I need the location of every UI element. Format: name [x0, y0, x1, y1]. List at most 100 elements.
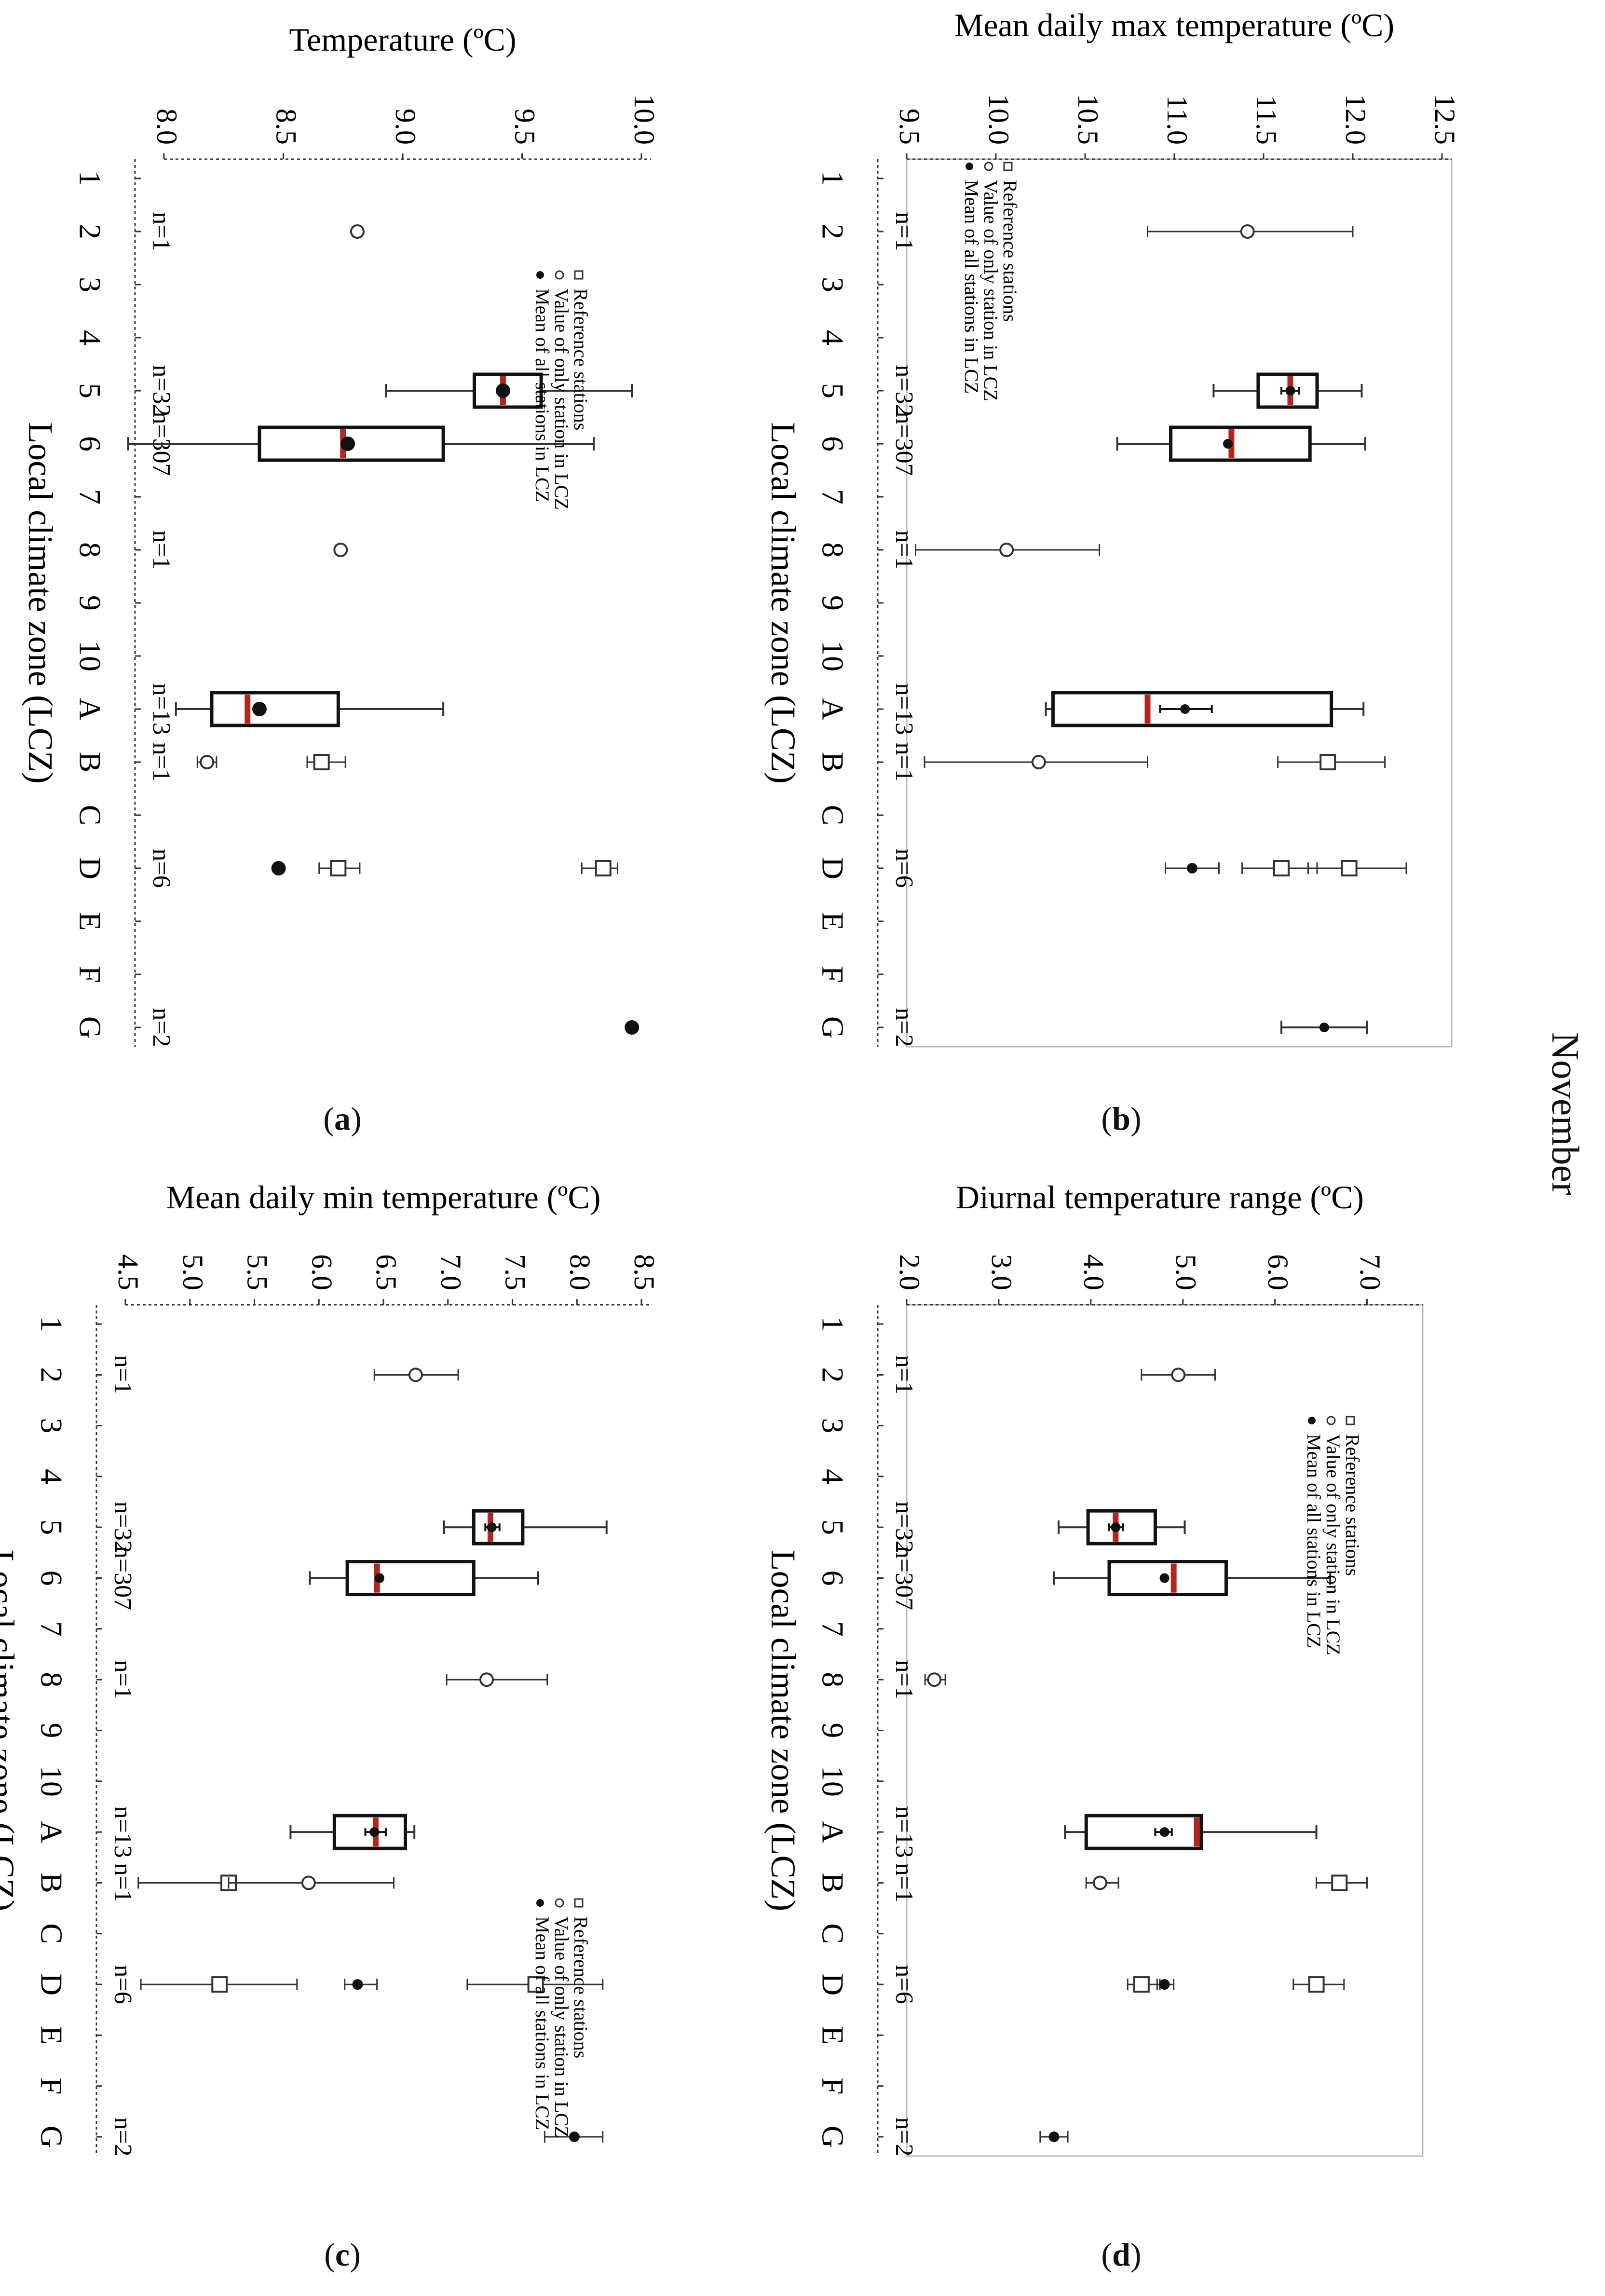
single-station-marker [200, 755, 215, 769]
category-tick-label: B [816, 752, 850, 773]
category-tick-label: 4 [73, 330, 107, 345]
legend-label: Value of only station in LCZ [1322, 1434, 1344, 1655]
legend-mean-icon [536, 1899, 544, 1907]
count-label: n=13 [148, 683, 175, 735]
count-label: n=13 [109, 1806, 136, 1858]
mean-marker [271, 861, 286, 875]
legend-mean-icon [536, 271, 544, 279]
category-tick-label: 2 [73, 224, 107, 239]
category-tick-label: F [34, 2077, 68, 2095]
count-label: n=2 [890, 1008, 918, 1047]
box [1169, 425, 1312, 462]
reference-station-marker [1319, 754, 1336, 770]
category-tick-label: B [34, 1872, 68, 1893]
legend-label: Value of only station in LCZ [980, 180, 1002, 401]
reference-station-marker [527, 1976, 544, 1993]
category-tick-label: 10 [816, 1766, 850, 1797]
box-mean-marker [487, 1522, 497, 1532]
legend-label: Reference stations [570, 288, 592, 430]
category-tick-label: C [816, 805, 850, 826]
legend-label: Value of only station in LCZ [551, 1916, 572, 2138]
panel-a: 8.0 8.5 9.0 9.5 10.0 Temperature (ºC) 1 2 3 4 5 6 7 8… [21, 21, 660, 1047]
panel-b: 9.5 10.0 10.5 11.0 11.5 12.0 12.5 Mean daily ma… [764, 7, 1461, 1048]
category-tick-label: 1 [816, 1316, 850, 1332]
value-axis-label: Temperature (ºC) [289, 21, 516, 58]
value-tick-label: 8.5 [271, 109, 302, 145]
single-station-marker [408, 1367, 423, 1382]
single-station-marker [1240, 224, 1255, 239]
single-station-marker [301, 1875, 316, 1890]
value-tick-label: 3.0 [986, 1254, 1018, 1290]
category-tick-label: 10 [816, 641, 850, 671]
category-tick-label: 6 [816, 436, 850, 451]
legend-reference-icon [1346, 1416, 1355, 1425]
category-tick-label: G [816, 1016, 850, 1039]
value-tick-label: 7.5 [500, 1254, 531, 1290]
reference-station-marker [330, 860, 347, 876]
value-tick-label: 6.5 [370, 1254, 402, 1290]
box-mean-marker [1159, 1827, 1170, 1837]
category-tick-label: E [73, 912, 107, 930]
category-tick-label: 3 [816, 277, 850, 292]
category-tick-label: 7 [34, 1621, 68, 1637]
reference-station-marker [1133, 1976, 1150, 1993]
count-label: n=32 [890, 1502, 918, 1553]
count-label: n=13 [890, 1806, 918, 1858]
count-label: n=307 [890, 1546, 918, 1610]
reference-station-marker [211, 1976, 228, 1993]
category-tick-label: 5 [34, 1519, 68, 1535]
panel-d: 2.0 3.0 4.0 5.0 6.0 7.0 Diurnal temperature ra… [764, 1179, 1424, 2157]
category-tick-label: E [816, 912, 850, 930]
category-tick-label: 3 [34, 1418, 68, 1434]
reference-station-marker [1331, 1874, 1348, 1891]
value-tick-label: 8.0 [151, 109, 183, 145]
count-label: n=13 [890, 683, 918, 735]
panel-tag-c: (c) [324, 2236, 361, 2273]
panel-tag-b: (b) [1101, 1100, 1142, 1137]
category-tick-label: 2 [816, 224, 850, 239]
category-tick-label: A [73, 698, 107, 720]
box [1084, 1814, 1203, 1850]
value-tick-label: 10.0 [628, 94, 660, 145]
legend-label: Mean of all stations in LCZ [531, 1916, 553, 2130]
value-tick-label: 2.0 [894, 1254, 925, 1290]
count-label: n=1 [890, 1660, 918, 1699]
box-mean-marker [495, 383, 510, 398]
single-station-marker [479, 1672, 494, 1687]
value-tick-label: 10.0 [983, 94, 1015, 145]
category-tick-label: 2 [34, 1367, 68, 1382]
category-tick-label: 1 [816, 171, 850, 186]
mean-marker [1048, 2132, 1060, 2142]
legend-reference-icon [574, 270, 584, 280]
category-tick-label: C [73, 805, 107, 826]
value-axis-label: Mean daily max temperature (ºC) [954, 7, 1394, 43]
reference-station-marker [1341, 860, 1358, 876]
reference-station-marker [1273, 860, 1290, 876]
single-station-marker [927, 1672, 942, 1687]
count-label: n=2 [148, 1008, 175, 1047]
category-tick-label: 8 [34, 1672, 68, 1687]
category-tick-label: 6 [73, 436, 107, 451]
category-tick-label: 4 [34, 1469, 68, 1484]
category-tick-label: E [34, 2026, 68, 2045]
value-tick-label: 11.0 [1161, 95, 1193, 145]
count-label: n=32 [890, 365, 918, 416]
panel-tag-d: (d) [1101, 2236, 1142, 2273]
panel-c: 4.5 5.0 5.5 6.0 6.5 7.0 7.5 8.0 8.5 Mean daily mi… [0, 1179, 660, 2157]
box-mean-marker [1223, 439, 1233, 449]
legend-single-icon [984, 162, 993, 171]
legend-single-icon [1326, 1416, 1336, 1425]
box-mean-marker [252, 702, 267, 716]
category-axis-label: Local climate zone (LCZ) [764, 1550, 802, 1912]
category-tick-label: A [816, 698, 850, 720]
value-tick-label: 6.0 [306, 1254, 338, 1290]
legend-reference-icon [574, 1898, 584, 1908]
category-tick-label: F [73, 966, 107, 983]
mean-marker [352, 1979, 363, 1990]
count-label: n=1 [890, 742, 918, 781]
category-tick-label: C [34, 1923, 68, 1944]
category-tick-label: D [73, 857, 107, 879]
